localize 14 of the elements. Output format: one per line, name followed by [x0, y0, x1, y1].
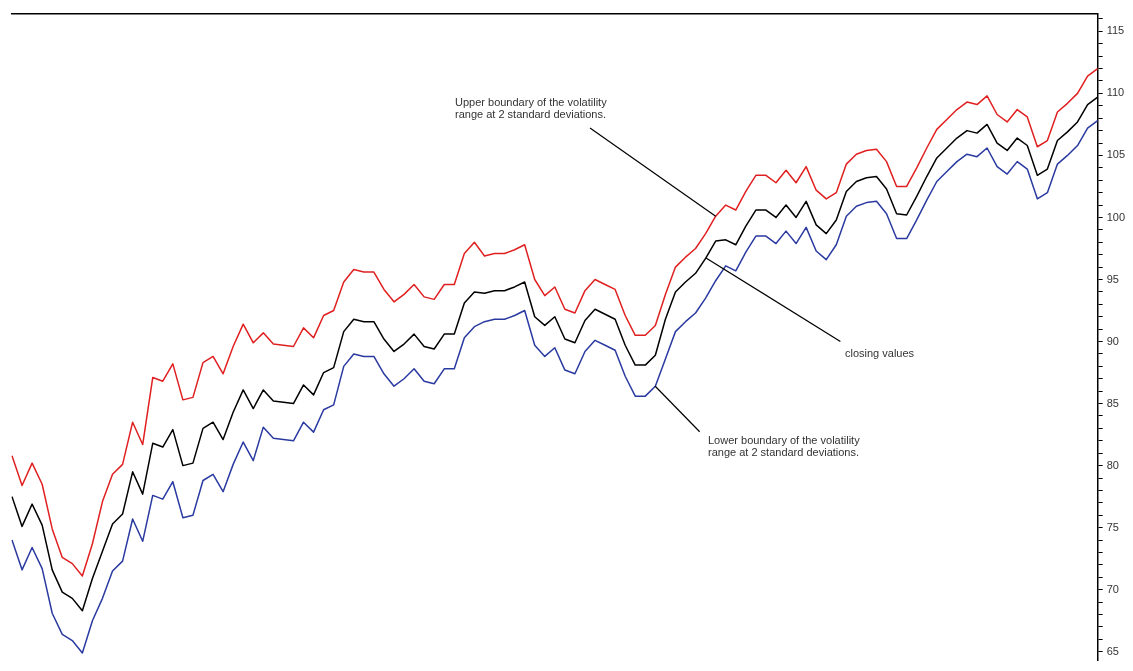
y-tick-label: 110: [1106, 86, 1125, 99]
y-tick-label: 105: [1106, 148, 1126, 161]
y-tick-label: 85: [1106, 396, 1119, 409]
y-tick-label: 115: [1106, 24, 1125, 37]
y-tick-label: 80: [1106, 458, 1119, 471]
annotation: closing values: [845, 347, 915, 359]
y-tick-label: 90: [1106, 334, 1119, 347]
y-tick-label: 95: [1106, 272, 1119, 285]
annotation: Lower boundary of the volatility range at 2 standard deviations.: [708, 434, 860, 458]
y-tick-label: 70: [1106, 582, 1119, 595]
y-tick-label: 100: [1106, 210, 1126, 223]
y-tick-label: 75: [1106, 520, 1119, 533]
annotation: Upper boundary of the volatility range at 2 standard deviations.: [455, 96, 607, 120]
y-tick-label: 65: [1106, 644, 1119, 657]
